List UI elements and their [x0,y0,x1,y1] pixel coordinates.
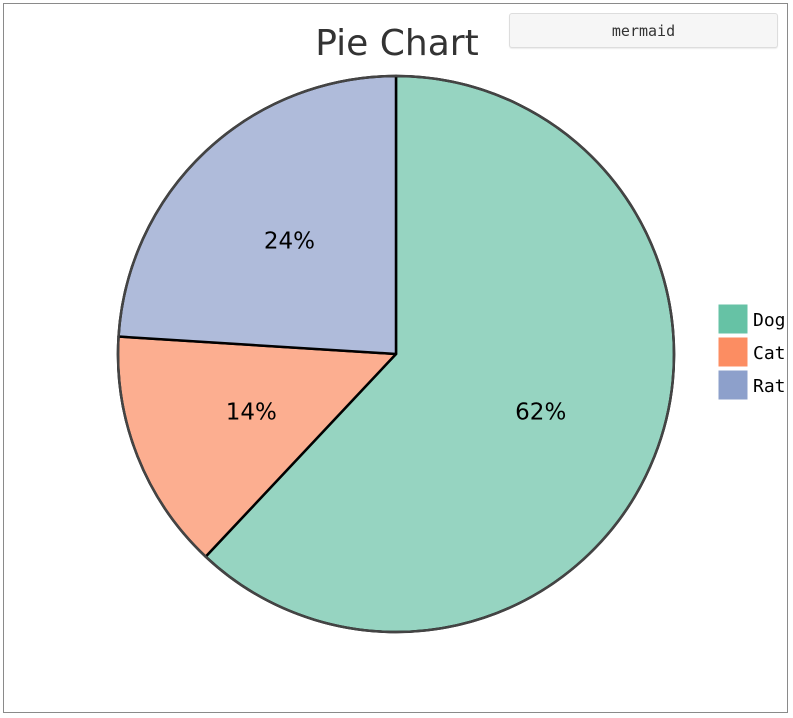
slice-label-dog: 62% [515,399,566,425]
legend-swatch-cat [718,337,748,367]
slice-label-rat: 24% [264,229,315,255]
slice-label-cat: 14% [226,399,277,425]
legend-label-dog: Dog [753,310,786,331]
legend-swatch-dog [718,304,748,334]
pie-slice-rat [117,74,398,356]
legend-label-rat: Rat [753,376,786,397]
mermaid-badge[interactable]: mermaid [509,13,778,48]
pie-outline [116,74,676,634]
pie-slices [116,74,676,634]
chart-title: Pie Chart [315,23,478,64]
legend-label-cat: Cat [753,343,786,364]
slice-labels: 62% 14% 24% [226,229,567,426]
legend: Dog Cat Rat [718,304,786,400]
legend-swatch-rat [718,370,748,400]
